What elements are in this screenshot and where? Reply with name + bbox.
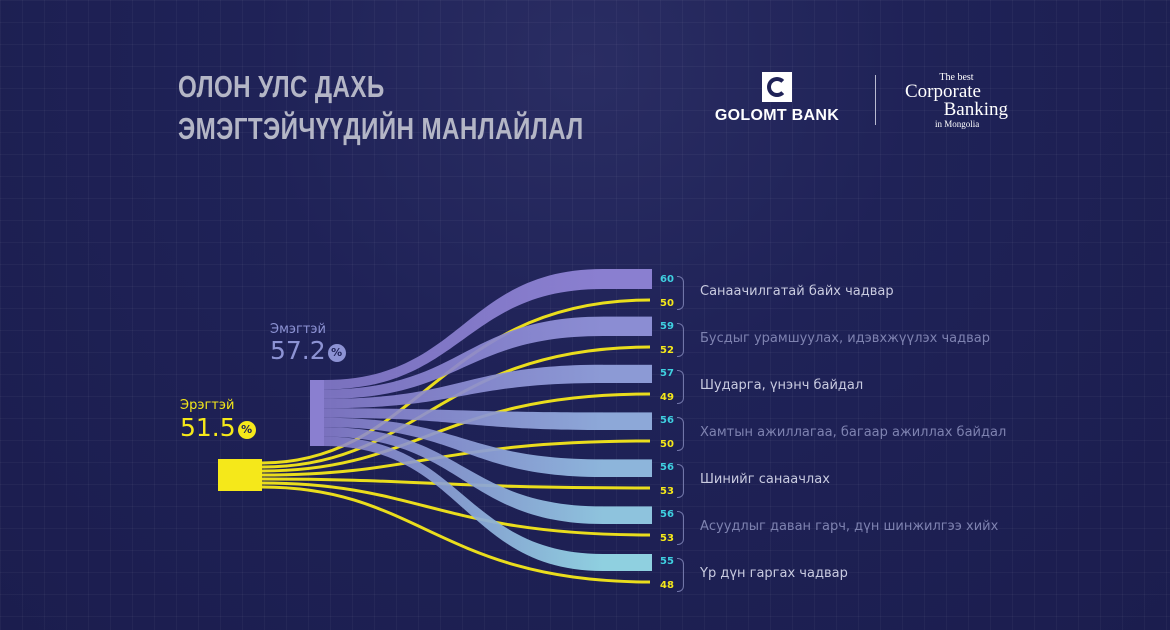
women-value: 57.2%	[270, 336, 346, 365]
men-score: 53	[660, 486, 674, 497]
women-flow-band	[324, 427, 603, 524]
category-label: Шинийг санаачлах	[700, 472, 830, 487]
award-line-2: Corporate	[905, 81, 981, 102]
category-label: Хамтын ажиллагаа, багаар ажиллах байдал	[700, 425, 1007, 440]
category-label: Үр дүн гаргах чадвар	[700, 566, 848, 581]
women-bar	[603, 459, 652, 477]
men-value-number: 51.5	[180, 413, 236, 442]
golomt-bank-logo: GOLOMT BANK	[710, 72, 844, 125]
men-flow-line	[261, 481, 651, 537]
women-score: 56	[660, 462, 674, 473]
women-score: 55	[660, 556, 674, 567]
men-label: Эрэгтэй	[180, 398, 235, 413]
women-bar	[603, 506, 652, 524]
category-label: Санаачилгатай байх чадвар	[700, 284, 894, 299]
women-bar	[603, 316, 652, 336]
award-badge: The best Corporate Banking in Mongolia	[905, 72, 1008, 129]
category-label: Бусдыг урамшуулах, идэвхжүүлэх чадвар	[700, 331, 991, 346]
brace-icon	[677, 464, 684, 498]
men-flow-line	[261, 485, 651, 584]
men-score: 52	[660, 345, 674, 356]
men-source-node	[218, 459, 262, 491]
award-line-4: in Mongolia	[935, 119, 980, 129]
men-flow-line	[261, 345, 651, 469]
logo-divider	[875, 75, 876, 125]
men-score: 53	[660, 533, 674, 544]
page-title: ОЛОН УЛС ДАХЬ ЭМЭГТЭЙЧҮҮДИЙН МАНЛАЙЛАЛ	[178, 66, 584, 150]
women-flow-band	[324, 408, 603, 430]
brace-icon	[677, 511, 684, 545]
women-bar	[603, 269, 652, 289]
category-label: Шударга, үнэнч байдал	[700, 378, 864, 393]
golomt-logo-icon	[762, 72, 792, 102]
women-bar	[603, 554, 652, 571]
brace-icon	[677, 417, 684, 451]
title-line-2: ЭМЭГТЭЙЧҮҮДИЙН МАНЛАЙЛАЛ	[178, 111, 584, 146]
women-score: 56	[660, 415, 674, 426]
women-source-node	[310, 380, 324, 446]
award-line-1: The best	[939, 72, 974, 83]
women-flow-band	[324, 316, 603, 399]
logo-name: GOLOMT BANK	[714, 107, 840, 124]
women-percent-badge: %	[327, 344, 346, 362]
brace-icon	[677, 276, 684, 310]
women-label: Эмэгтэй	[270, 322, 327, 337]
women-bar	[603, 412, 652, 430]
women-bar	[603, 364, 652, 383]
women-score: 60	[660, 274, 674, 285]
men-flow-line	[261, 298, 651, 465]
award-line-3: Banking	[943, 99, 1008, 120]
women-flow-band	[324, 269, 603, 390]
men-score: 50	[660, 439, 674, 450]
women-flow-band	[324, 364, 603, 409]
men-score: 48	[660, 580, 674, 591]
women-value-number: 57.2	[270, 336, 326, 365]
women-flow-band	[324, 436, 603, 571]
title-line-1: ОЛОН УЛС ДАХЬ	[178, 69, 385, 104]
women-score: 57	[660, 368, 674, 379]
brace-icon	[677, 558, 684, 592]
men-score: 50	[660, 298, 674, 309]
women-flow-band	[324, 417, 603, 477]
category-label: Асуудлыг даван гарч, дүн шинжилгээ хийх	[700, 519, 999, 534]
men-score: 49	[660, 392, 674, 403]
women-score: 56	[660, 509, 674, 520]
brace-icon	[677, 370, 684, 404]
women-score: 59	[660, 321, 674, 332]
brace-icon	[677, 323, 684, 357]
men-value: 51.5%	[180, 413, 256, 442]
men-percent-badge: %	[237, 421, 256, 439]
